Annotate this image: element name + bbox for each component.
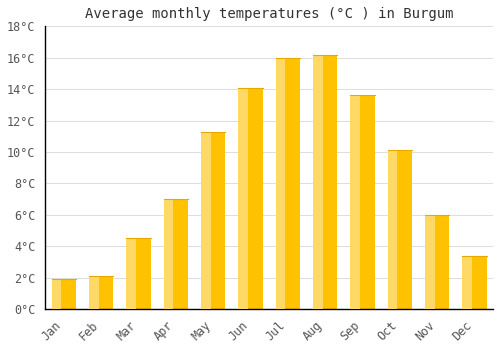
Bar <box>350 96 360 309</box>
Bar <box>462 256 472 309</box>
Bar <box>313 55 322 309</box>
Bar <box>164 199 188 309</box>
Bar <box>276 58 300 309</box>
Bar <box>388 150 398 309</box>
Bar <box>201 132 226 309</box>
Title: Average monthly temperatures (°C ) in Burgum: Average monthly temperatures (°C ) in Bu… <box>85 7 454 21</box>
Bar <box>52 279 76 309</box>
Bar <box>89 276 114 309</box>
Bar <box>89 276 99 309</box>
Bar <box>425 215 434 309</box>
Bar <box>164 199 173 309</box>
Bar <box>238 88 248 309</box>
Bar <box>201 132 210 309</box>
Bar <box>350 96 374 309</box>
Bar <box>388 150 412 309</box>
Bar <box>313 55 337 309</box>
Bar <box>425 215 449 309</box>
Bar <box>238 88 262 309</box>
Bar <box>462 256 486 309</box>
Bar <box>126 238 136 309</box>
Bar <box>52 279 62 309</box>
Bar <box>126 238 150 309</box>
Bar <box>276 58 285 309</box>
